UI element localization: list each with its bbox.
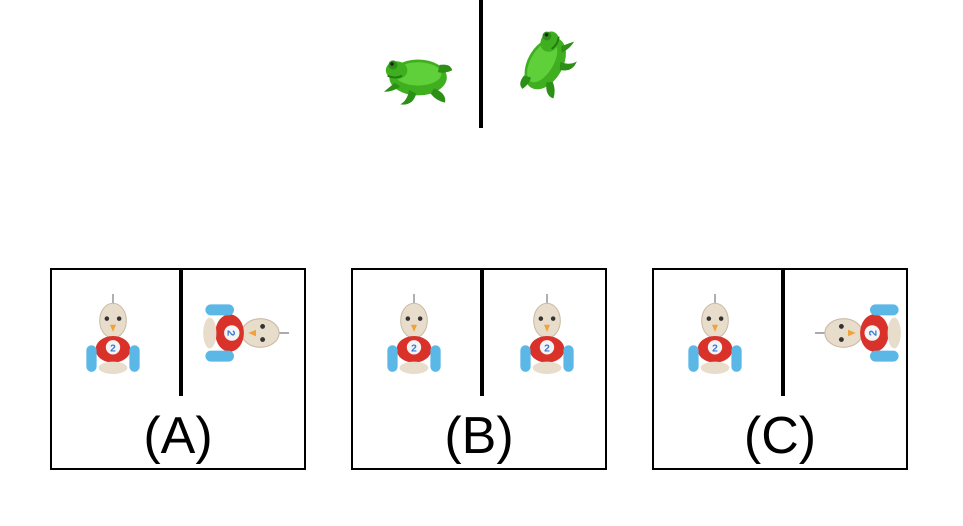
frog-rotated-icon [512, 24, 586, 107]
toy-bird-car-rotated-right-icon [814, 303, 902, 363]
reference-divider [479, 0, 483, 128]
frog-icon [383, 58, 454, 106]
option-a-divider [179, 270, 183, 396]
toy-bird-car-icon [687, 293, 743, 375]
option-label: (A) [143, 407, 213, 465]
option-c-divider [781, 270, 785, 396]
option-b-divider [480, 270, 484, 396]
option-label: (B) [444, 407, 514, 465]
toy-bird-car-rotated-left-icon [202, 303, 290, 363]
toy-bird-car-icon [85, 293, 141, 375]
option-label: (C) [743, 407, 817, 465]
toy-bird-car-icon [519, 293, 575, 375]
option-c[interactable]: (C) [652, 268, 908, 470]
option-a[interactable]: (A) [50, 268, 306, 470]
option-b[interactable]: (B) [351, 268, 607, 470]
toy-bird-car-icon [386, 293, 442, 375]
